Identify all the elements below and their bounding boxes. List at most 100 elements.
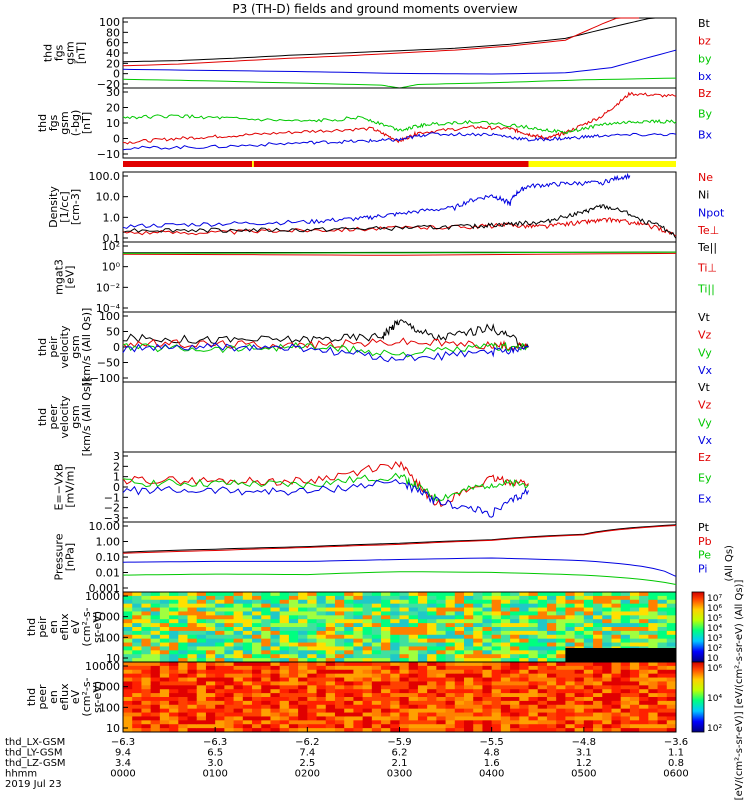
spectrogram-cell <box>353 712 364 717</box>
spectrogram-cell <box>583 607 594 612</box>
spectrogram-cell <box>390 658 400 663</box>
spectrogram-cell <box>537 685 548 690</box>
spectrogram-cell <box>150 693 161 698</box>
spectrogram-cell <box>408 693 419 698</box>
spectrogram-cell <box>233 658 244 663</box>
spectrogram-cell <box>445 615 456 620</box>
spectrogram-cell <box>390 634 400 640</box>
spectrogram-cell <box>381 693 391 698</box>
spectrogram-cell <box>215 603 225 609</box>
spectrogram-cell <box>123 627 133 632</box>
spectrogram-cell <box>325 630 336 636</box>
spectrogram-cell <box>215 681 225 686</box>
spectrogram-cell <box>648 630 659 636</box>
spectrogram-cell <box>639 623 649 628</box>
spectrogram-cell <box>620 615 631 620</box>
spectrogram-cell <box>620 665 631 671</box>
spectrogram-cell <box>408 708 419 714</box>
spectrogram-cell <box>629 700 640 706</box>
spectrogram-cell <box>454 704 465 710</box>
spectrogram-cell <box>196 693 207 698</box>
spectrogram-cell <box>371 712 382 717</box>
spectrogram-cell <box>574 685 585 690</box>
spectrogram-cell <box>141 642 152 647</box>
spectrogram-cell <box>344 712 354 717</box>
spectrogram-cell <box>381 681 391 686</box>
spectrogram-cell <box>666 712 677 717</box>
spectrogram-cell <box>150 634 161 640</box>
spectrogram-cell <box>666 669 677 675</box>
spectrogram-cell <box>528 673 539 679</box>
spectrogram-cell <box>500 716 511 721</box>
spectrogram-cell <box>261 685 271 690</box>
spectrogram-cell <box>233 615 244 620</box>
spectrogram-cell <box>546 700 557 706</box>
spectrogram-cell <box>325 654 336 659</box>
spectrogram-cell <box>150 627 161 632</box>
spectrogram-cell <box>205 704 216 710</box>
spectrogram-cell <box>196 728 207 733</box>
spectrogram-cell <box>381 646 391 651</box>
colorbar <box>691 591 705 663</box>
spectrogram-cell <box>150 642 161 647</box>
spectrogram-cell <box>334 704 345 710</box>
spectrogram-cell <box>510 627 520 632</box>
spectrogram-cell <box>279 704 290 710</box>
spectrogram-cell <box>620 728 631 733</box>
spectrogram-cell <box>325 689 336 694</box>
spectrogram-cell <box>602 615 612 620</box>
spectrogram-cell <box>307 599 318 605</box>
spectrogram-cell <box>224 693 235 698</box>
spectrogram-cell <box>169 599 179 605</box>
spectrogram-cell <box>353 697 364 702</box>
spectrogram-cell <box>464 681 474 686</box>
spectrogram-cell <box>242 619 253 624</box>
spectrogram-cell <box>132 673 142 679</box>
spectrogram-cell <box>445 724 456 729</box>
spectrogram-cell <box>648 603 659 609</box>
spectrogram-cell <box>464 603 474 609</box>
spectrogram-cell <box>205 654 216 659</box>
spectrogram-cell <box>224 599 235 605</box>
spectrogram-cell <box>546 603 557 609</box>
spectrogram-cell <box>252 681 262 686</box>
spectrogram-cell <box>546 615 557 620</box>
spectrogram-cell <box>399 592 410 597</box>
spectrogram-cell <box>224 634 235 640</box>
spectrogram-cell <box>510 638 520 644</box>
spectrogram-cell <box>657 630 668 636</box>
spectrogram-cell <box>565 623 576 628</box>
spectrogram-cell <box>593 607 603 612</box>
spectrogram-cell <box>657 642 668 647</box>
spectrogram-cell <box>261 708 271 714</box>
mode-bar-segment <box>528 161 676 167</box>
spectrogram-cell <box>196 685 207 690</box>
spectrogram-cell <box>427 708 437 714</box>
spectrogram-cell <box>546 650 557 655</box>
spectrogram-cell <box>215 615 225 620</box>
spectrogram-cell <box>261 669 271 675</box>
spectrogram-cell <box>334 611 345 616</box>
spectrogram-cell <box>187 665 198 671</box>
y-axis-label: en <box>47 620 60 634</box>
spectrogram-cell <box>215 642 225 647</box>
spectrogram-cell <box>261 665 271 671</box>
spectrogram-cell <box>648 685 659 690</box>
spectrogram-cell <box>205 634 216 640</box>
spectrogram-cell <box>602 630 612 636</box>
spectrogram-cell <box>602 607 612 612</box>
spectrogram-cell <box>611 700 622 706</box>
spectrogram-cell <box>519 669 530 675</box>
spectrogram-cell <box>500 607 511 612</box>
mode-bar-segment <box>252 161 254 167</box>
spectrogram-cell <box>261 603 271 609</box>
spectrogram-cell <box>639 638 649 644</box>
spectrogram-cell <box>316 689 327 694</box>
spectrogram-cell <box>159 615 170 620</box>
spectrogram-cell <box>408 720 419 725</box>
spectrogram-cell <box>445 634 456 640</box>
spectrogram-cell <box>602 638 612 644</box>
spectrogram-cell <box>473 708 483 714</box>
spectrogram-cell <box>215 662 225 667</box>
legend-label: Vy <box>698 346 712 359</box>
